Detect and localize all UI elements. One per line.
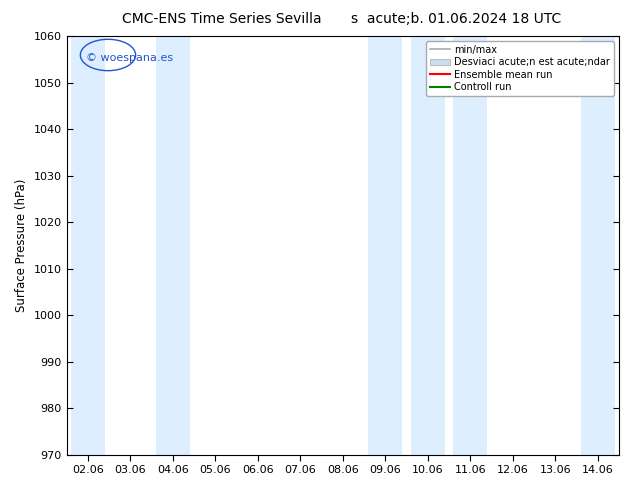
Bar xyxy=(581,36,615,455)
Bar xyxy=(453,36,488,455)
Bar xyxy=(411,36,445,455)
Text: s  acute;b. 01.06.2024 18 UTC: s acute;b. 01.06.2024 18 UTC xyxy=(351,12,562,26)
Bar xyxy=(368,36,402,455)
Bar xyxy=(71,36,105,455)
Text: CMC-ENS Time Series Sevilla: CMC-ENS Time Series Sevilla xyxy=(122,12,321,26)
Bar xyxy=(156,36,190,455)
Text: © woespana.es: © woespana.es xyxy=(86,53,173,63)
Y-axis label: Surface Pressure (hPa): Surface Pressure (hPa) xyxy=(15,179,28,312)
Legend: min/max, Desviaci acute;n est acute;ndar, Ensemble mean run, Controll run: min/max, Desviaci acute;n est acute;ndar… xyxy=(426,41,614,96)
